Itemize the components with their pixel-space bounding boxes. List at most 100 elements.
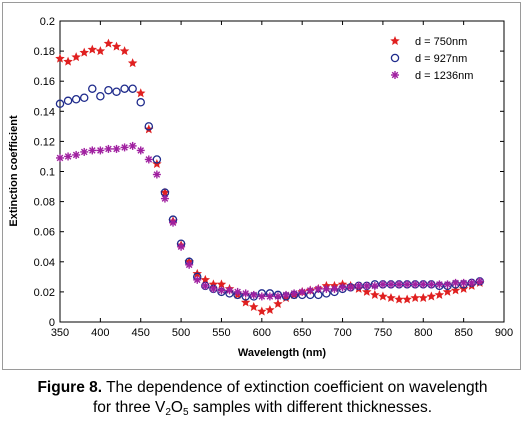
data-point [216, 279, 227, 289]
y-tick-label: 0.06 [34, 227, 55, 239]
data-point [71, 52, 81, 62]
data-point [120, 84, 129, 93]
data-point [120, 143, 129, 152]
data-point [71, 95, 81, 104]
y-tick-label: 0.04 [34, 257, 55, 269]
data-point [435, 280, 444, 289]
data-point [419, 280, 428, 289]
x-axis-label: Wavelength (nm) [238, 347, 327, 359]
data-point [362, 281, 371, 290]
y-tick-label: 0.1 [40, 167, 55, 179]
y-tick-label: 0 [49, 317, 55, 329]
data-point [362, 286, 372, 296]
data-point [111, 41, 122, 51]
data-point [338, 283, 347, 292]
y-tick-label: 0.08 [34, 197, 55, 209]
data-point [290, 289, 299, 298]
plot-area [59, 20, 505, 323]
data-point [410, 292, 420, 302]
data-point [386, 292, 396, 302]
data-point [217, 286, 226, 295]
data-point [459, 278, 468, 287]
data-point [56, 153, 64, 162]
data-point [79, 47, 89, 57]
data-point [403, 280, 412, 289]
data-point [80, 147, 89, 156]
data-point [185, 260, 194, 269]
data-point [378, 280, 387, 289]
data-point [87, 44, 98, 54]
x-tick-label: 450 [132, 327, 150, 339]
x-tick-label: 550 [212, 327, 230, 339]
data-point [103, 38, 114, 48]
x-tick-label: 850 [454, 327, 472, 339]
data-point [427, 280, 436, 289]
y-tick-label: 0.18 [34, 46, 55, 58]
data-point [346, 283, 355, 292]
figure-caption: Figure 8. The dependence of extinction c… [0, 378, 525, 418]
y-tick-label: 0.14 [34, 106, 55, 118]
x-tick-label: 600 [253, 327, 271, 339]
y-tick-label: 0.2 [40, 16, 55, 28]
data-point [265, 292, 274, 301]
data-point [395, 280, 404, 289]
data-point [64, 152, 73, 161]
data-points [55, 38, 485, 316]
data-point [354, 281, 363, 290]
data-point [240, 297, 251, 307]
x-tick-label: 900 [495, 327, 513, 339]
data-point [225, 286, 234, 295]
extinction-chart: 350 400 450 500 550 600 650 700 750 800 850 900 0 0.0… [8, 16, 514, 359]
x-tick-label: 400 [91, 327, 109, 339]
data-point [475, 277, 484, 286]
y-tick-label: 0.16 [34, 76, 55, 88]
data-point [193, 275, 202, 284]
data-point [88, 84, 97, 93]
series-3 [56, 141, 484, 301]
data-point [233, 287, 242, 296]
x-tick-label: 350 [51, 327, 69, 339]
y-axis-label: Extinction coefficient [8, 115, 20, 227]
data-point [136, 98, 145, 107]
legend-marker [390, 53, 400, 63]
axis-ticks: 350 400 450 500 550 600 650 700 750 800 850 900 0 0.0… [34, 16, 514, 339]
data-point [434, 289, 445, 299]
figure-frame: 350 400 450 500 550 600 650 700 750 800 850 900 0 0.0… [2, 2, 521, 370]
data-point [136, 146, 145, 155]
formula-sub-2: 5 [182, 407, 189, 418]
data-point [314, 284, 323, 293]
data-point [63, 96, 73, 106]
data-point [177, 242, 186, 251]
data-point [144, 155, 153, 164]
data-point [169, 218, 178, 227]
data-point [152, 170, 161, 179]
data-point [201, 281, 210, 290]
data-point [127, 58, 138, 68]
data-point [55, 53, 65, 63]
data-point [451, 278, 460, 287]
legend-label: d = 1236nm [415, 70, 473, 82]
data-point [88, 146, 97, 155]
data-point [322, 284, 331, 293]
data-point [450, 285, 461, 295]
data-point [72, 150, 81, 159]
x-tick-label: 500 [172, 327, 190, 339]
data-point [249, 301, 259, 311]
data-point [418, 292, 429, 302]
data-point [426, 291, 437, 301]
formula-sub-1: 2 [165, 407, 171, 418]
x-tick-label: 800 [414, 327, 432, 339]
data-point [330, 284, 339, 293]
data-point [104, 144, 113, 153]
data-point [265, 304, 275, 314]
data-point [96, 146, 105, 155]
data-point [370, 281, 379, 290]
legend-label: d = 750nm [415, 36, 467, 48]
data-point [442, 286, 453, 296]
data-point [257, 292, 266, 301]
data-point [257, 306, 267, 316]
data-point [273, 298, 283, 308]
x-tick-label: 700 [333, 327, 351, 339]
data-point [112, 144, 121, 153]
data-point [160, 194, 169, 203]
